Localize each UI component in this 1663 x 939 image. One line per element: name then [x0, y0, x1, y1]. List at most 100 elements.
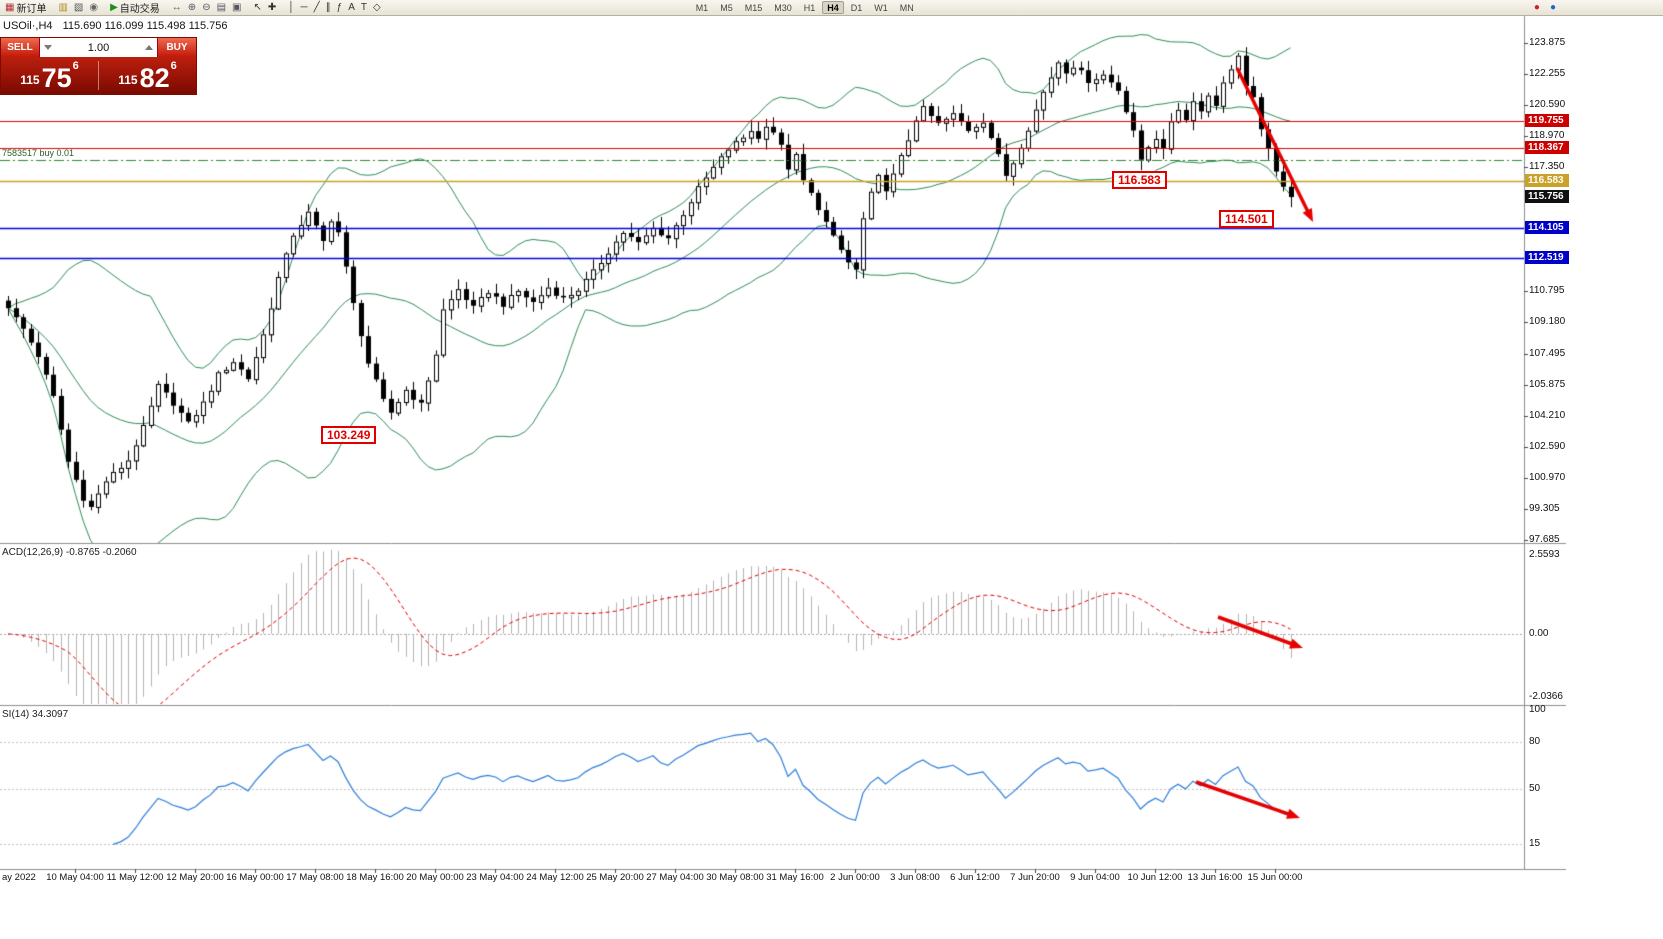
shapes-tool-icon-glyph: ◇ [372, 1, 381, 13]
volume-input[interactable]: 1.00 [39, 38, 158, 57]
time-axis-label: 20 May 00:00 [406, 872, 464, 883]
sell-price-big: 75 [41, 63, 72, 94]
time-axis-label: 31 May 16:00 [766, 872, 824, 883]
volume-value[interactable]: 1.00 [87, 41, 110, 54]
new-order-button[interactable]: ▦ 新订单 [2, 1, 49, 15]
time-axis-label: 16 May 00:00 [226, 872, 284, 883]
news-icon[interactable]: ● [1531, 1, 1543, 15]
ohlc-values: 115.690 116.099 115.498 115.756 [62, 20, 228, 32]
rsi-indicator-label: SI(14) 34.3097 [2, 709, 69, 720]
time-axis-label: 27 May 04:00 [646, 872, 704, 883]
price-annotation-box[interactable]: 103.249 [321, 426, 377, 444]
buy-button[interactable]: BUY [158, 38, 196, 57]
shapes-tool-icon[interactable]: ◇ [370, 1, 384, 15]
price-tick-label: 107.495 [1529, 347, 1566, 359]
trendline-tool-icon-glyph: ╱ [313, 1, 320, 13]
price-line-tag: 114.105 [1525, 221, 1569, 235]
timeframe-toolbar: M1 M5 M15 M30 H1 H4 D1 W1 MN [690, 1, 920, 14]
rsi-scale-label: 80 [1529, 735, 1541, 747]
channel-tool-icon-glyph: ∥ [325, 1, 331, 13]
timeframe-button-w1[interactable]: W1 [874, 3, 888, 13]
time-axis-label: 10 May 04:00 [46, 872, 104, 883]
volume-increase-button[interactable] [144, 45, 153, 50]
price-line-tag: 118.367 [1525, 140, 1569, 154]
macd-scale-label: -2.0366 [1529, 691, 1563, 702]
tile-windows-icon[interactable]: ▤ [214, 1, 229, 15]
chart-title: USOil·,H4 115.690 116.099 115.498 115.75… [3, 20, 228, 32]
price-annotation-box[interactable]: 116.583 [1112, 171, 1167, 189]
charts-grid-icon-glyph: ▥ [58, 1, 68, 13]
rsi-scale-label: 50 [1529, 783, 1541, 794]
timeframe-button-d1[interactable]: D1 [850, 3, 863, 13]
timeframe-button-m1[interactable]: M1 [695, 3, 709, 13]
macd-indicator-label: ACD(12,26,9) -0.8765 -0.2060 [2, 547, 137, 558]
fibonacci-tool-icon[interactable]: ƒ [334, 1, 346, 15]
trendline-tool-icon[interactable]: ╱ [311, 1, 323, 15]
time-axis-label: 7 Jun 20:00 [1010, 872, 1060, 883]
crosshair-tool-icon[interactable]: ✚ [265, 1, 279, 15]
buy-price-big: 82 [139, 63, 170, 94]
price-tick-label: 97.685 [1529, 534, 1560, 545]
timeframe-button-m5[interactable]: M5 [720, 3, 733, 13]
time-axis-label: 3 Jun 08:00 [890, 872, 940, 883]
chart-shift-icon-glyph: ↔ [171, 1, 182, 13]
timeframe-button-m15[interactable]: M15 [744, 3, 763, 13]
price-annotation-box[interactable]: 114.501 [1219, 210, 1274, 228]
time-axis-label: 2 Jun 00:00 [830, 872, 880, 883]
volume-decrease-button[interactable] [44, 45, 52, 50]
time-axis-label: 18 May 16:00 [346, 872, 404, 883]
timeframe-button-h4[interactable]: H4 [822, 1, 844, 14]
cascade-windows-icon[interactable]: ▣ [229, 1, 244, 15]
buy-price-prefix: 115 [118, 72, 138, 87]
candlestick-view-icon[interactable]: ▧ [71, 1, 86, 15]
toolbar-left-group: ▦ 新订单 ▥ ▧ ◉ ▶ 自动交易 ↔ ⊕ ⊖ ▤ ▣ ↖ ✚ │ ─ ╱ ∥ ƒ A T ◇ [2, 1, 390, 15]
zoom-out-icon[interactable]: ⊖ [199, 1, 213, 15]
channel-tool-icon[interactable]: ∥ [323, 1, 334, 15]
price-line-tag: 116.583 [1525, 174, 1569, 188]
price-divider [98, 61, 99, 90]
fibonacci-tool-icon-glyph: ƒ [336, 1, 343, 13]
cursor-tool-icon[interactable]: ↖ [250, 1, 264, 15]
rsi-scale-label: 15 [1529, 838, 1541, 850]
time-axis-label: ay 2022 [2, 872, 36, 883]
autotrading-button-label: 自动交易 [119, 4, 160, 15]
charts-grid-icon[interactable]: ▥ [55, 1, 70, 15]
sell-price-display[interactable]: 115 75 6 [1, 57, 98, 94]
macd-scale-label: 0.00 [1529, 627, 1549, 639]
crosshair-tool-icon-glyph: ✚ [267, 1, 277, 13]
vertical-line-tool-icon-glyph: │ [288, 1, 295, 13]
autotrading-button[interactable]: ▶ 自动交易 [107, 1, 163, 15]
community-icon[interactable]: ● [1547, 1, 1559, 15]
time-axis-label: 10 Jun 12:00 [1127, 872, 1183, 883]
community-icon-glyph: ● [1549, 1, 1556, 13]
buy-price-display[interactable]: 115 82 6 [99, 57, 196, 94]
horizontal-line-tool-icon[interactable]: ─ [298, 1, 311, 15]
timeframe-button-m30[interactable]: M30 [774, 3, 792, 13]
cursor-tool-icon-glyph: ↖ [253, 1, 262, 13]
main-toolbar: ▦ 新订单 ▥ ▧ ◉ ▶ 自动交易 ↔ ⊕ ⊖ ▤ ▣ ↖ ✚ │ ─ ╱ ∥ ƒ A T ◇ M1 M5 M15 M30 H1… [0, 0, 1663, 16]
time-axis-label: 9 Jun 04:00 [1070, 872, 1120, 883]
price-tick-label: 105.875 [1529, 378, 1566, 390]
toolbar-right-group: ● ● [1531, 1, 1559, 15]
time-axis-label: 11 May 12:00 [106, 872, 164, 883]
vertical-line-tool-icon[interactable]: │ [285, 1, 297, 15]
timeframe-button-mn[interactable]: MN [899, 3, 914, 13]
news-icon-glyph: ● [1533, 1, 1540, 13]
horizontal-line-tool-icon-glyph: ─ [300, 1, 308, 13]
macd-scale-label: 2.5593 [1529, 549, 1560, 560]
chart-shift-icon[interactable]: ↔ [169, 1, 185, 15]
alerts-icon[interactable]: ◉ [86, 1, 101, 15]
price-line-tag: 112.519 [1525, 251, 1569, 265]
open-position-label[interactable]: 7583517 buy 0.01 [2, 148, 75, 158]
sell-button[interactable]: SELL [1, 38, 39, 57]
label-tool-icon[interactable]: T [358, 1, 370, 15]
timeframe-button-h1[interactable]: H1 [803, 3, 816, 13]
price-tick-label: 99.305 [1529, 503, 1560, 515]
one-click-trading-widget: SELL 1.00 BUY 115 75 6 115 82 6 [0, 37, 197, 95]
zoom-in-icon-glyph: ⊕ [187, 1, 197, 13]
text-tool-icon[interactable]: A [345, 1, 358, 15]
zoom-in-icon[interactable]: ⊕ [185, 1, 199, 15]
price-line-tag: 119.755 [1525, 114, 1569, 128]
